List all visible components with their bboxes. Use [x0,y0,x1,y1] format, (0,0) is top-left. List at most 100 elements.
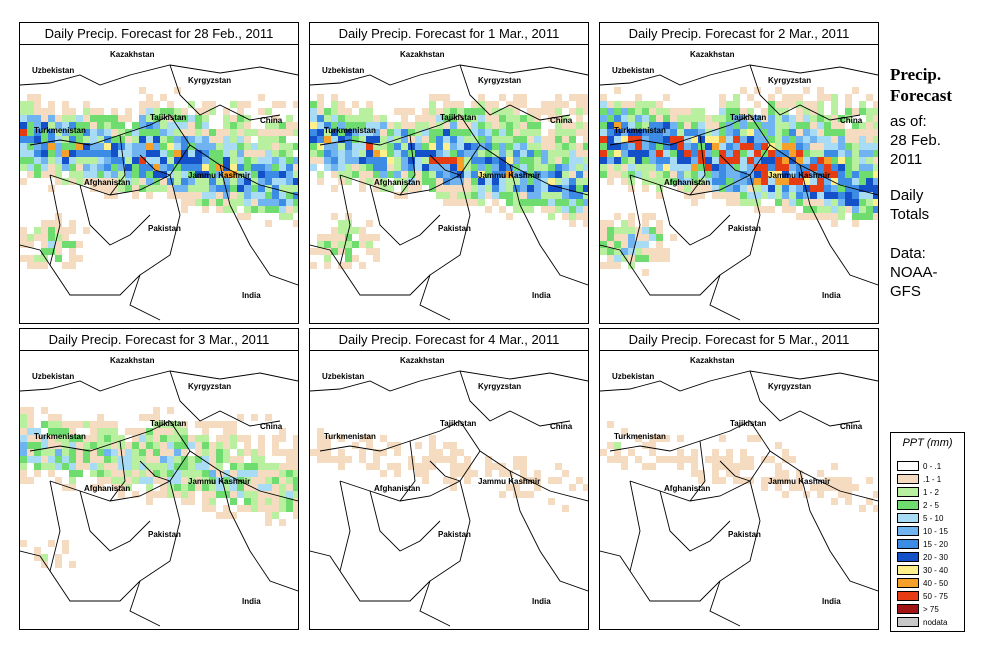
precip-cell [677,157,684,164]
precip-cell [831,185,838,192]
precip-cell [338,164,345,171]
precip-cell [272,199,279,206]
precip-cell [202,143,209,150]
asof-line3: 2011 [890,151,923,168]
precip-cell [244,435,251,442]
legend-swatch [897,604,919,614]
precip-cell [831,122,838,129]
precip-cell [621,234,628,241]
precip-cell [97,157,104,164]
precip-cell [34,470,41,477]
source-line2: NOAA- [890,264,938,281]
precip-cell [436,192,443,199]
precip-cell [258,470,265,477]
precip-cell [27,129,34,136]
precip-cell [69,108,76,115]
precip-cell [506,192,513,199]
legend-swatch [897,461,919,471]
precip-cell [195,463,202,470]
precip-cell [705,157,712,164]
precip-cell [55,157,62,164]
precip-cell [429,94,436,101]
precip-cell [824,199,831,206]
precip-cell [76,157,83,164]
precip-cell [600,171,607,178]
precip-cell [775,129,782,136]
precip-cell [747,192,754,199]
precip-cell [272,164,279,171]
precip-cell [153,115,160,122]
precip-cell [41,129,48,136]
legend-row: 1 - 2 [897,487,939,498]
precip-cell [83,442,90,449]
country-label-uzbekistan: Uzbekistan [322,66,364,75]
precip-cell [555,108,562,115]
precip-cell [286,185,293,192]
precip-cell [27,101,34,108]
precip-cell [600,115,607,122]
precip-cell [111,164,118,171]
precip-cell [817,115,824,122]
border-line [659,184,731,246]
precip-cell [195,157,202,164]
precip-cell [111,157,118,164]
precip-cell [48,185,55,192]
precip-cell [635,248,642,255]
precip-cell [338,122,345,129]
precip-cell [499,192,506,199]
precip-cell [600,227,607,234]
precip-cell [352,241,359,248]
precip-cell [852,143,859,150]
precip-cell [583,171,588,178]
precip-cell [628,262,635,269]
precip-cell [656,234,663,241]
precip-cell [747,94,754,101]
precip-cell [195,129,202,136]
precip-cell [583,206,588,213]
precip-cell [635,122,642,129]
precip-cell [258,442,265,449]
precip-cell [712,122,719,129]
precip-cell [733,185,740,192]
precip-cell [244,470,251,477]
precip-cell [817,108,824,115]
precip-cell [209,164,216,171]
precip-cell [698,470,705,477]
precip-cell [279,122,286,129]
precip-cell [286,199,293,206]
precip-cell [90,115,97,122]
precip-cell [41,463,48,470]
precip-cell [41,143,48,150]
precip-cell [317,234,324,241]
precip-cell [499,94,506,101]
precip-cell [230,442,237,449]
precip-cell [576,164,583,171]
precip-cell [583,164,588,171]
precip-cell [726,463,733,470]
precip-cell [97,150,104,157]
precip-cell [118,491,125,498]
precip-cell [352,143,359,150]
precip-cell [153,428,160,435]
precip-cell [202,449,209,456]
precip-cell [153,449,160,456]
precip-cell [705,178,712,185]
precip-cell [69,442,76,449]
precip-cell [345,122,352,129]
precip-cell [775,477,782,484]
precip-cell [223,164,230,171]
precip-cell [359,157,366,164]
precip-cell [359,227,366,234]
precip-cell [345,108,352,115]
precip-cell [733,192,740,199]
precip-cell [873,206,878,213]
precip-cell [181,185,188,192]
precip-cell [111,122,118,129]
precip-cell [656,220,663,227]
precip-cell [782,178,789,185]
precip-cell [726,129,733,136]
precip-cell [352,255,359,262]
precip-cell [782,129,789,136]
precip-cell [48,136,55,143]
precip-cell [782,157,789,164]
